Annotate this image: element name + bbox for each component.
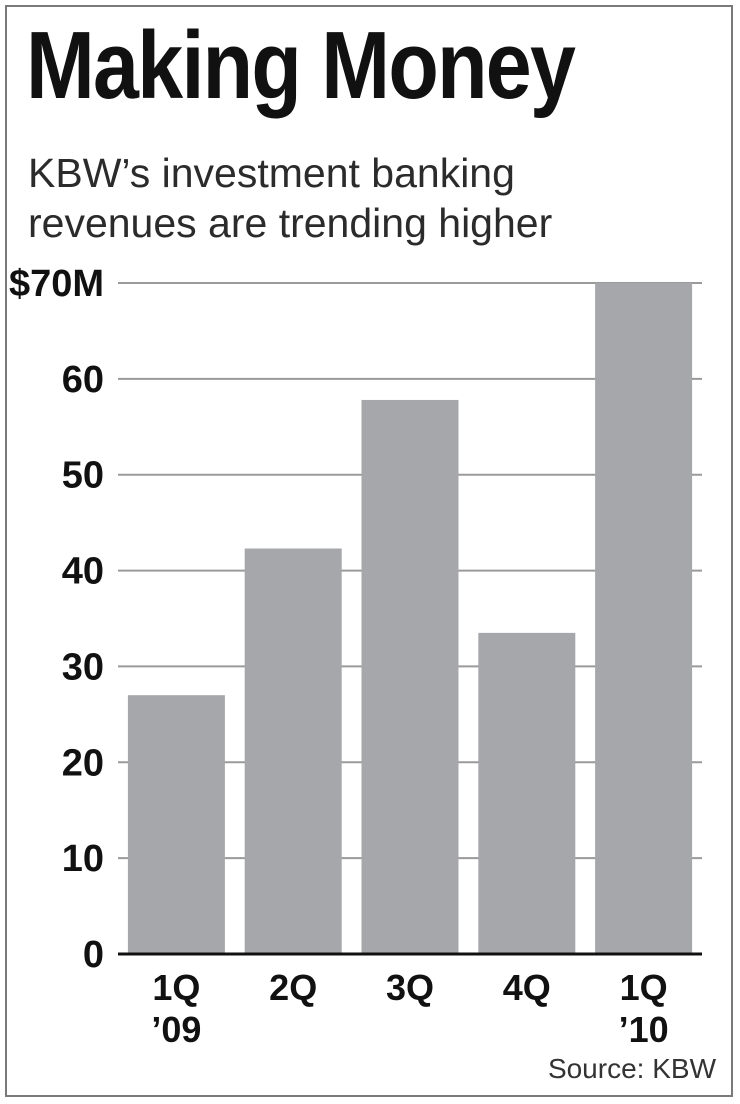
x-tick-label-4-line-1: 4Q [503,967,551,1008]
subtitle-line-1: KBW’s investment banking [28,150,515,196]
x-tick-label-3-line-1: 3Q [386,967,434,1008]
y-tick-label-40: 40 [62,551,104,593]
y-tick-label-70: $70M [9,263,104,305]
source-note: Source: KBW [547,1053,716,1084]
chart-subtitle: KBW’s investment banking revenues are tr… [28,148,668,248]
chart-title: Making Money [26,12,576,119]
y-tick-label-30: 30 [62,646,104,688]
bar-3 [361,399,459,955]
y-tick-label-50: 50 [62,455,104,497]
bar-2 [244,548,342,954]
bar-5 [595,283,693,954]
x-tick-label-1-line-1: 1Q [152,967,200,1008]
x-tick-label-5-line-2: ’10 [619,1009,669,1050]
bar-1 [127,695,225,954]
y-tick-label-20: 20 [62,742,104,784]
y-tick-label-10: 10 [62,838,104,880]
x-tick-label-1-line-2: ’09 [151,1009,201,1050]
subtitle-line-2: revenues are trending higher [28,200,553,246]
x-tick-label-5-line-1: 1Q [620,967,668,1008]
y-tick-label-0: 0 [83,934,104,976]
bar-4 [478,632,576,954]
x-tick-label-2-line-1: 2Q [269,967,317,1008]
y-tick-label-60: 60 [62,359,104,401]
